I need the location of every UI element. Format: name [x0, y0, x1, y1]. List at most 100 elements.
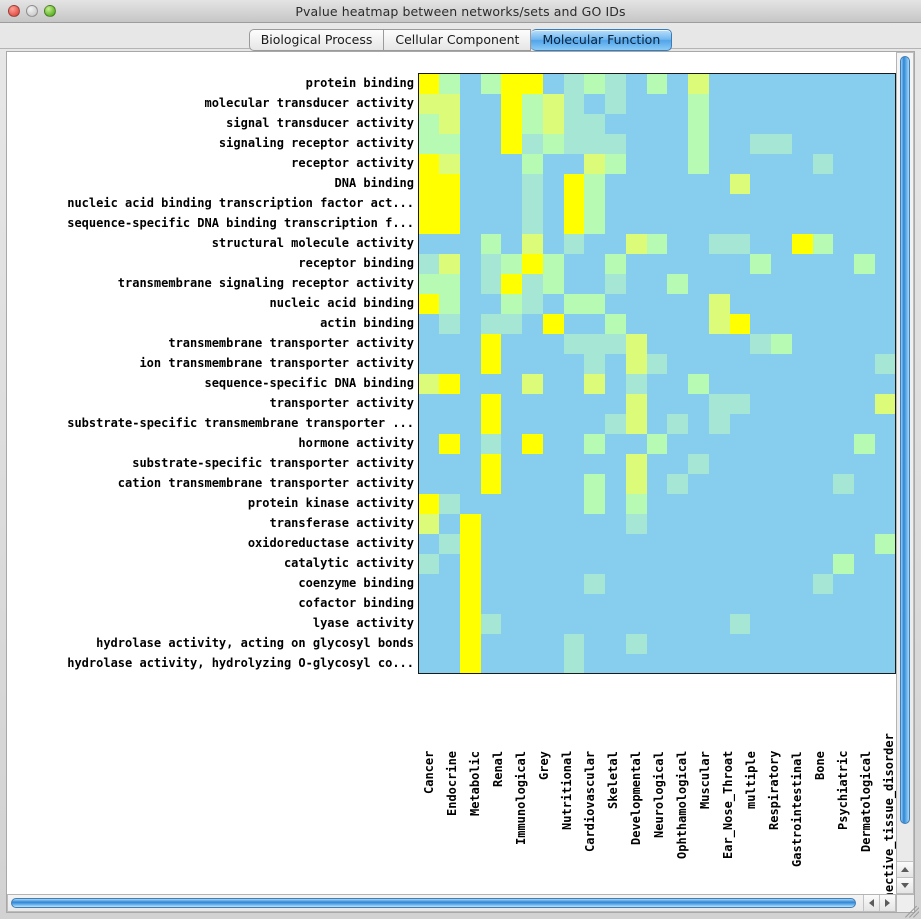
heatmap-cell[interactable] — [522, 93, 543, 114]
heatmap-cell[interactable] — [667, 653, 689, 674]
heatmap-cell[interactable] — [646, 93, 668, 114]
heatmap-cell[interactable] — [750, 633, 772, 654]
heatmap-cell[interactable] — [667, 253, 689, 274]
heatmap-cell[interactable] — [667, 633, 689, 654]
heatmap-cell[interactable] — [667, 153, 689, 174]
heatmap-cell[interactable] — [708, 313, 730, 334]
heatmap-cell[interactable] — [646, 153, 668, 174]
heatmap-cell[interactable] — [667, 313, 689, 334]
heatmap-cell[interactable] — [646, 513, 668, 534]
heatmap-cell[interactable] — [812, 433, 834, 454]
heatmap-cell[interactable] — [460, 493, 481, 514]
heatmap-cell[interactable] — [584, 613, 606, 634]
heatmap-cell[interactable] — [584, 533, 606, 554]
heatmap-cell[interactable] — [563, 173, 585, 194]
heatmap-cell[interactable] — [688, 533, 709, 554]
heatmap-cell[interactable] — [791, 533, 813, 554]
heatmap-cell[interactable] — [812, 373, 834, 394]
heatmap-cell[interactable] — [418, 653, 440, 674]
heatmap-cell[interactable] — [853, 293, 875, 314]
heatmap-cell[interactable] — [460, 193, 481, 214]
scroll-down-button[interactable] — [897, 877, 913, 893]
heatmap-cell[interactable] — [853, 93, 875, 114]
heatmap-cell[interactable] — [418, 153, 440, 174]
heatmap-cell[interactable] — [522, 113, 543, 134]
heatmap-cell[interactable] — [625, 493, 647, 514]
heatmap-cell[interactable] — [688, 493, 709, 514]
heatmap-cell[interactable] — [708, 653, 730, 674]
heatmap-cell[interactable] — [563, 273, 585, 294]
heatmap-cell[interactable] — [646, 73, 668, 94]
heatmap-cell[interactable] — [439, 273, 461, 294]
heatmap-cell[interactable] — [771, 553, 792, 574]
heatmap-cell[interactable] — [480, 533, 502, 554]
scroll-left-button[interactable] — [863, 895, 879, 911]
heatmap-cell[interactable] — [874, 653, 896, 674]
heatmap-cell[interactable] — [708, 573, 730, 594]
heatmap-cell[interactable] — [708, 613, 730, 634]
heatmap-cell[interactable] — [501, 353, 523, 374]
heatmap-cell[interactable] — [812, 413, 834, 434]
heatmap-cell[interactable] — [791, 513, 813, 534]
heatmap-cell[interactable] — [501, 613, 523, 634]
heatmap-cell[interactable] — [853, 273, 875, 294]
heatmap-cell[interactable] — [563, 233, 585, 254]
heatmap-cell[interactable] — [646, 433, 668, 454]
heatmap-cell[interactable] — [812, 593, 834, 614]
heatmap-cell[interactable] — [812, 73, 834, 94]
heatmap-cell[interactable] — [439, 553, 461, 574]
heatmap-cell[interactable] — [563, 593, 585, 614]
heatmap-cell[interactable] — [542, 413, 564, 434]
heatmap-cell[interactable] — [874, 593, 896, 614]
heatmap-cell[interactable] — [791, 553, 813, 574]
heatmap-cell[interactable] — [542, 373, 564, 394]
heatmap-cell[interactable] — [708, 293, 730, 314]
heatmap-cell[interactable] — [729, 373, 751, 394]
heatmap-cell[interactable] — [667, 73, 689, 94]
heatmap-cell[interactable] — [791, 233, 813, 254]
heatmap-cell[interactable] — [708, 333, 730, 354]
heatmap-cell[interactable] — [853, 133, 875, 154]
heatmap-cell[interactable] — [439, 153, 461, 174]
heatmap-cell[interactable] — [833, 653, 854, 674]
heatmap-cell[interactable] — [439, 93, 461, 114]
heatmap-cell[interactable] — [584, 193, 606, 214]
heatmap-cell[interactable] — [688, 593, 709, 614]
heatmap-cell[interactable] — [874, 513, 896, 534]
heatmap-cell[interactable] — [771, 253, 792, 274]
heatmap-cell[interactable] — [522, 253, 543, 274]
heatmap-cell[interactable] — [542, 553, 564, 574]
heatmap-cell[interactable] — [874, 573, 896, 594]
heatmap-cell[interactable] — [563, 93, 585, 114]
heatmap-cell[interactable] — [605, 353, 626, 374]
heatmap-cell[interactable] — [605, 633, 626, 654]
heatmap-cell[interactable] — [563, 493, 585, 514]
heatmap-cell[interactable] — [460, 113, 481, 134]
heatmap-cell[interactable] — [542, 493, 564, 514]
heatmap-cell[interactable] — [646, 453, 668, 474]
heatmap-cell[interactable] — [688, 333, 709, 354]
heatmap-cell[interactable] — [542, 613, 564, 634]
tab-biological-process[interactable]: Biological Process — [248, 29, 385, 51]
heatmap-cell[interactable] — [833, 433, 854, 454]
heatmap-cell[interactable] — [708, 513, 730, 534]
heatmap-cell[interactable] — [688, 513, 709, 534]
heatmap-cell[interactable] — [439, 633, 461, 654]
heatmap-cell[interactable] — [605, 233, 626, 254]
heatmap-cell[interactable] — [833, 473, 854, 494]
heatmap-cell[interactable] — [833, 153, 854, 174]
heatmap-cell[interactable] — [563, 113, 585, 134]
heatmap-cell[interactable] — [667, 353, 689, 374]
heatmap-cell[interactable] — [522, 533, 543, 554]
heatmap-cell[interactable] — [501, 653, 523, 674]
heatmap-cell[interactable] — [688, 413, 709, 434]
heatmap-cell[interactable] — [729, 533, 751, 554]
heatmap-cell[interactable] — [833, 133, 854, 154]
heatmap-cell[interactable] — [439, 613, 461, 634]
heatmap-cell[interactable] — [522, 233, 543, 254]
heatmap-cell[interactable] — [667, 233, 689, 254]
heatmap-cell[interactable] — [625, 633, 647, 654]
heatmap-cell[interactable] — [812, 153, 834, 174]
heatmap-cell[interactable] — [812, 353, 834, 374]
heatmap-cell[interactable] — [833, 493, 854, 514]
